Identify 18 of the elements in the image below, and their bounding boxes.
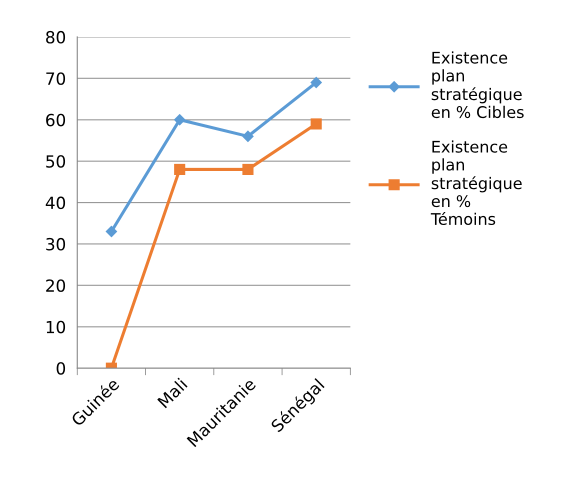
point [310, 76, 322, 88]
y-tick-label: 30 [46, 238, 66, 251]
y-tick-label: 80 [46, 30, 66, 44]
point [242, 164, 254, 175]
point [310, 118, 322, 130]
y-tick-label: 70 [46, 72, 66, 85]
point [242, 130, 254, 142]
legend-label: Existence plan stratégique en % Témoins [430, 140, 522, 226]
point [174, 114, 186, 126]
point [174, 164, 186, 175]
y-tick-label: 0 [56, 362, 66, 375]
legend-label: Existence plan stratégique en % Cibles [432, 51, 524, 118]
y-tick-label: 20 [46, 279, 66, 292]
point [106, 226, 118, 238]
y-tick-label: 60 [46, 114, 66, 126]
y-tick-label: 10 [46, 320, 66, 334]
y-tick-label: 40 [46, 196, 66, 210]
y-tick-label: 50 [46, 155, 66, 168]
